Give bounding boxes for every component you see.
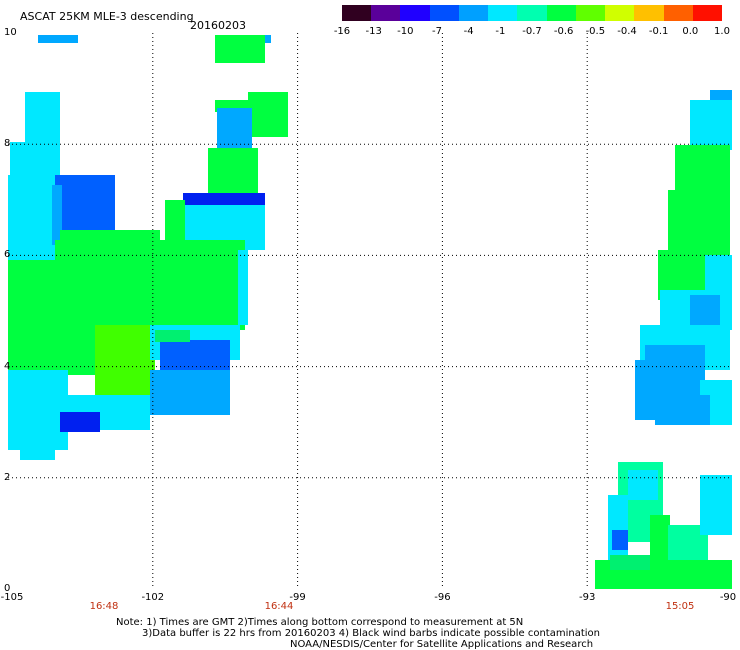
pass-time-3: 15:05 bbox=[665, 601, 695, 612]
swath-cell bbox=[655, 395, 710, 425]
colorbar-swatch bbox=[634, 5, 664, 21]
swath-cell bbox=[60, 412, 100, 432]
colorbar-tick-label: -7 bbox=[432, 26, 442, 37]
colorbar-swatch bbox=[429, 5, 459, 21]
colorbar-tick-label: -0.6 bbox=[553, 26, 574, 37]
lat-tick-label: 4 bbox=[4, 360, 11, 372]
colorbar-tick-label: 1.0 bbox=[714, 26, 730, 37]
swath-cell bbox=[100, 420, 130, 430]
swath-cell bbox=[608, 495, 628, 560]
swath-cell bbox=[628, 470, 658, 500]
colorbar-tick-label: -10 bbox=[397, 26, 414, 37]
lon-tick-label: -99 bbox=[289, 592, 306, 603]
lon-tick-label: -102 bbox=[141, 592, 165, 603]
swath-cell bbox=[52, 185, 62, 245]
swath-cell bbox=[38, 35, 78, 43]
map-date: 20160203 bbox=[190, 19, 246, 32]
pass-time-2: 16:44 bbox=[264, 601, 294, 612]
map-title: ASCAT 25KM MLE-3 descending bbox=[20, 10, 194, 23]
note-line-3: NOAA/NESDIS/Center for Satellite Applica… bbox=[290, 639, 594, 650]
swath-cell bbox=[690, 295, 720, 325]
swath-cell bbox=[690, 100, 732, 150]
colorbar-swatch bbox=[605, 5, 635, 21]
lat-tick-label: 2 bbox=[4, 471, 11, 483]
colorbar-swatch bbox=[546, 5, 576, 21]
colorbar-swatch bbox=[517, 5, 547, 21]
swath-cell bbox=[95, 325, 155, 395]
swath-cell bbox=[668, 190, 688, 250]
lon-tick-label: -90 bbox=[719, 592, 737, 603]
colorbar-swatch bbox=[575, 5, 606, 21]
colorbar-tick-label: -4 bbox=[463, 26, 474, 37]
colorbar bbox=[342, 5, 723, 21]
colorbar-tick-label: 0.0 bbox=[682, 26, 699, 37]
lon-tick-label: -105 bbox=[0, 592, 24, 603]
swath-cell bbox=[700, 475, 732, 535]
note-line-2: 3)Data buffer is 22 hrs from 20160203 4)… bbox=[142, 628, 600, 639]
swath-cell bbox=[265, 35, 271, 43]
swath-cell bbox=[248, 92, 288, 137]
colorbar-tick-label: -0.4 bbox=[617, 26, 637, 37]
swath-cell bbox=[8, 175, 58, 260]
swath-cell bbox=[165, 200, 185, 250]
swath-cell bbox=[8, 260, 58, 320]
pass-time-1: 16:48 bbox=[89, 601, 119, 612]
swath-cell bbox=[208, 148, 258, 193]
colorbar-tick-label: -16 bbox=[333, 26, 351, 37]
lat-tick-label: 10 bbox=[4, 27, 17, 38]
swath-cell bbox=[25, 92, 60, 142]
colorbar-swatch bbox=[400, 5, 430, 21]
colorbar-swatch bbox=[488, 5, 518, 21]
colorbar-tick-label: -1 bbox=[495, 26, 506, 37]
colorbar-swatch bbox=[663, 5, 693, 21]
colorbar-tick-label: -0.7 bbox=[522, 26, 542, 37]
lat-tick-label: 6 bbox=[4, 249, 11, 261]
lat-tick-label: 8 bbox=[4, 138, 11, 150]
colorbar-tick-label: -0.5 bbox=[585, 26, 606, 37]
swath-cell bbox=[217, 108, 252, 148]
lon-tick-label: -96 bbox=[434, 592, 451, 603]
colorbar-tick-label: -0.1 bbox=[648, 26, 669, 37]
colorbar-swatch bbox=[458, 5, 489, 21]
colorbar-swatch bbox=[371, 5, 401, 21]
swath-cell bbox=[215, 35, 265, 63]
swath-cell bbox=[150, 370, 230, 415]
colorbar-tick-label: -13 bbox=[365, 26, 382, 37]
swath-cell bbox=[612, 530, 628, 550]
swath-cell bbox=[60, 200, 115, 235]
swath-cell bbox=[238, 250, 248, 325]
swath-cell bbox=[183, 193, 265, 208]
swath-cell bbox=[705, 255, 732, 295]
lon-tick-label: -93 bbox=[579, 592, 596, 603]
colorbar-swatch bbox=[342, 5, 372, 21]
swath-cell bbox=[610, 555, 650, 570]
lat-tick-label: 0 bbox=[4, 583, 11, 594]
note-line-1: Note: 1) Times are GMT 2)Times along bot… bbox=[116, 617, 524, 628]
swath-cell bbox=[8, 315, 98, 375]
colorbar-swatch bbox=[692, 5, 723, 21]
swath-cell bbox=[155, 330, 190, 342]
